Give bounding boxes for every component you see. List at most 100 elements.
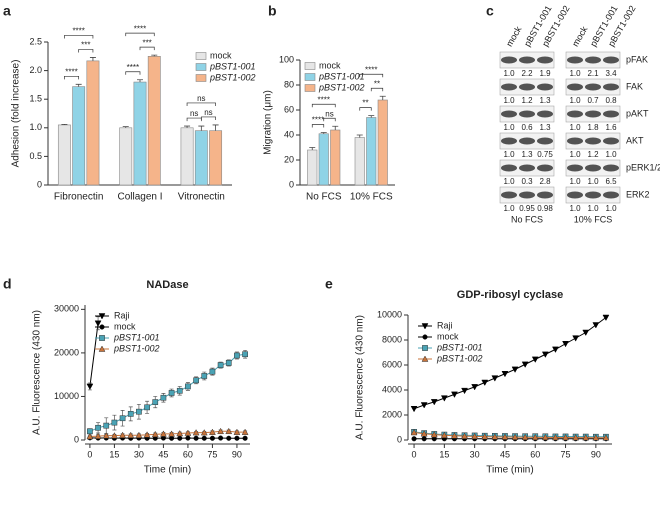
quantification: 2.8 [539, 177, 551, 186]
marker [200, 429, 208, 436]
protein-label: AKT [626, 135, 644, 145]
legend-swatch [195, 63, 207, 71]
quantification: 1.0 [605, 150, 617, 159]
marker [422, 345, 428, 351]
bar [330, 129, 341, 186]
blot-band [537, 56, 553, 64]
marker [242, 435, 248, 441]
blot-band [501, 56, 517, 64]
significance-label: *** [81, 41, 90, 50]
error-bar [332, 125, 339, 130]
marker [209, 368, 216, 375]
marker [471, 432, 479, 440]
marker [430, 431, 438, 438]
error-bar [75, 83, 82, 87]
marker [582, 329, 590, 337]
marker [201, 435, 207, 441]
significance-label: ns [204, 108, 212, 117]
quantification: 0.98 [537, 204, 553, 213]
marker [110, 432, 118, 439]
marker [511, 366, 519, 373]
legend-label: pBST1-002 [436, 353, 483, 363]
error-bar [320, 132, 327, 134]
panel-letter: a [3, 3, 11, 19]
marker [491, 433, 499, 440]
x-tick-label: 45 [500, 449, 510, 459]
y-tick-label: 6000 [382, 359, 402, 369]
blot-band [537, 191, 553, 199]
y-tick-label: 0 [289, 179, 294, 189]
x-tick-label: 45 [158, 449, 168, 459]
quantification: 1.0 [503, 204, 515, 213]
blot-band [501, 164, 517, 172]
marker [225, 360, 232, 366]
x-tick-label: 60 [530, 449, 540, 459]
marker [421, 323, 429, 330]
marker [411, 436, 417, 442]
significance-bracket [359, 73, 384, 78]
significance-label: **** [65, 67, 77, 76]
quantification: 1.0 [503, 150, 515, 159]
y-tick-label: 100 [279, 54, 294, 64]
legend-label: pBST1-001 [113, 332, 160, 342]
lane-label: mock [570, 24, 590, 48]
bar [119, 127, 133, 186]
quantification: 1.3 [539, 123, 551, 132]
blot-band [603, 56, 619, 64]
significance-label: ** [374, 79, 380, 88]
x-tick-label: 10% FCS [350, 192, 393, 203]
marker [99, 335, 105, 341]
y-tick-label: 1.5 [29, 94, 42, 104]
y-tick-label: 10000 [54, 391, 79, 401]
quantification: 1.8 [587, 123, 599, 132]
marker [119, 415, 126, 422]
quantification: 1.3 [539, 96, 551, 105]
marker [98, 345, 106, 352]
blot-band [501, 137, 517, 145]
y-tick-label: 10000 [377, 309, 402, 319]
marker [440, 431, 448, 438]
y-tick-label: 1.0 [29, 122, 42, 132]
error-bar [61, 123, 68, 125]
marker [184, 429, 192, 436]
marker [562, 433, 569, 441]
marker [127, 411, 134, 417]
marker [461, 387, 468, 395]
x-tick-label: 30 [134, 449, 144, 459]
legend-label: pBST1-002 [318, 82, 365, 92]
marker [159, 430, 167, 437]
chart-title: GDP-ribosyl cyclase [457, 289, 563, 301]
blot-band [567, 83, 583, 91]
quantification: 0.3 [521, 177, 533, 186]
panel-letter: c [486, 3, 494, 19]
marker [421, 436, 427, 442]
marker [234, 435, 240, 441]
marker [103, 422, 110, 429]
bar [180, 127, 194, 186]
bar [307, 149, 318, 186]
chart-title: NADase [146, 279, 188, 291]
error-bar [309, 147, 316, 150]
significance-bracket [186, 102, 216, 106]
marker [98, 313, 106, 320]
quantification: 1.0 [569, 150, 581, 159]
significance-bracket [64, 75, 80, 80]
quantification: 1.0 [503, 69, 515, 78]
marker [582, 434, 590, 441]
marker [176, 387, 183, 394]
marker [562, 341, 569, 348]
error-bar [151, 54, 158, 57]
y-tick-label: 80 [284, 79, 294, 89]
error-bar [89, 57, 96, 61]
legend-swatch [195, 52, 207, 60]
quantification: 0.7 [587, 96, 599, 105]
bar [57, 124, 71, 186]
significance-bracket [125, 71, 141, 75]
blot-band [567, 191, 583, 199]
error-bar [379, 95, 386, 100]
blot-band [501, 110, 517, 118]
legend-label: mock [437, 331, 459, 341]
blot-band [519, 164, 535, 172]
blot-band [519, 191, 535, 199]
marker [168, 430, 176, 437]
